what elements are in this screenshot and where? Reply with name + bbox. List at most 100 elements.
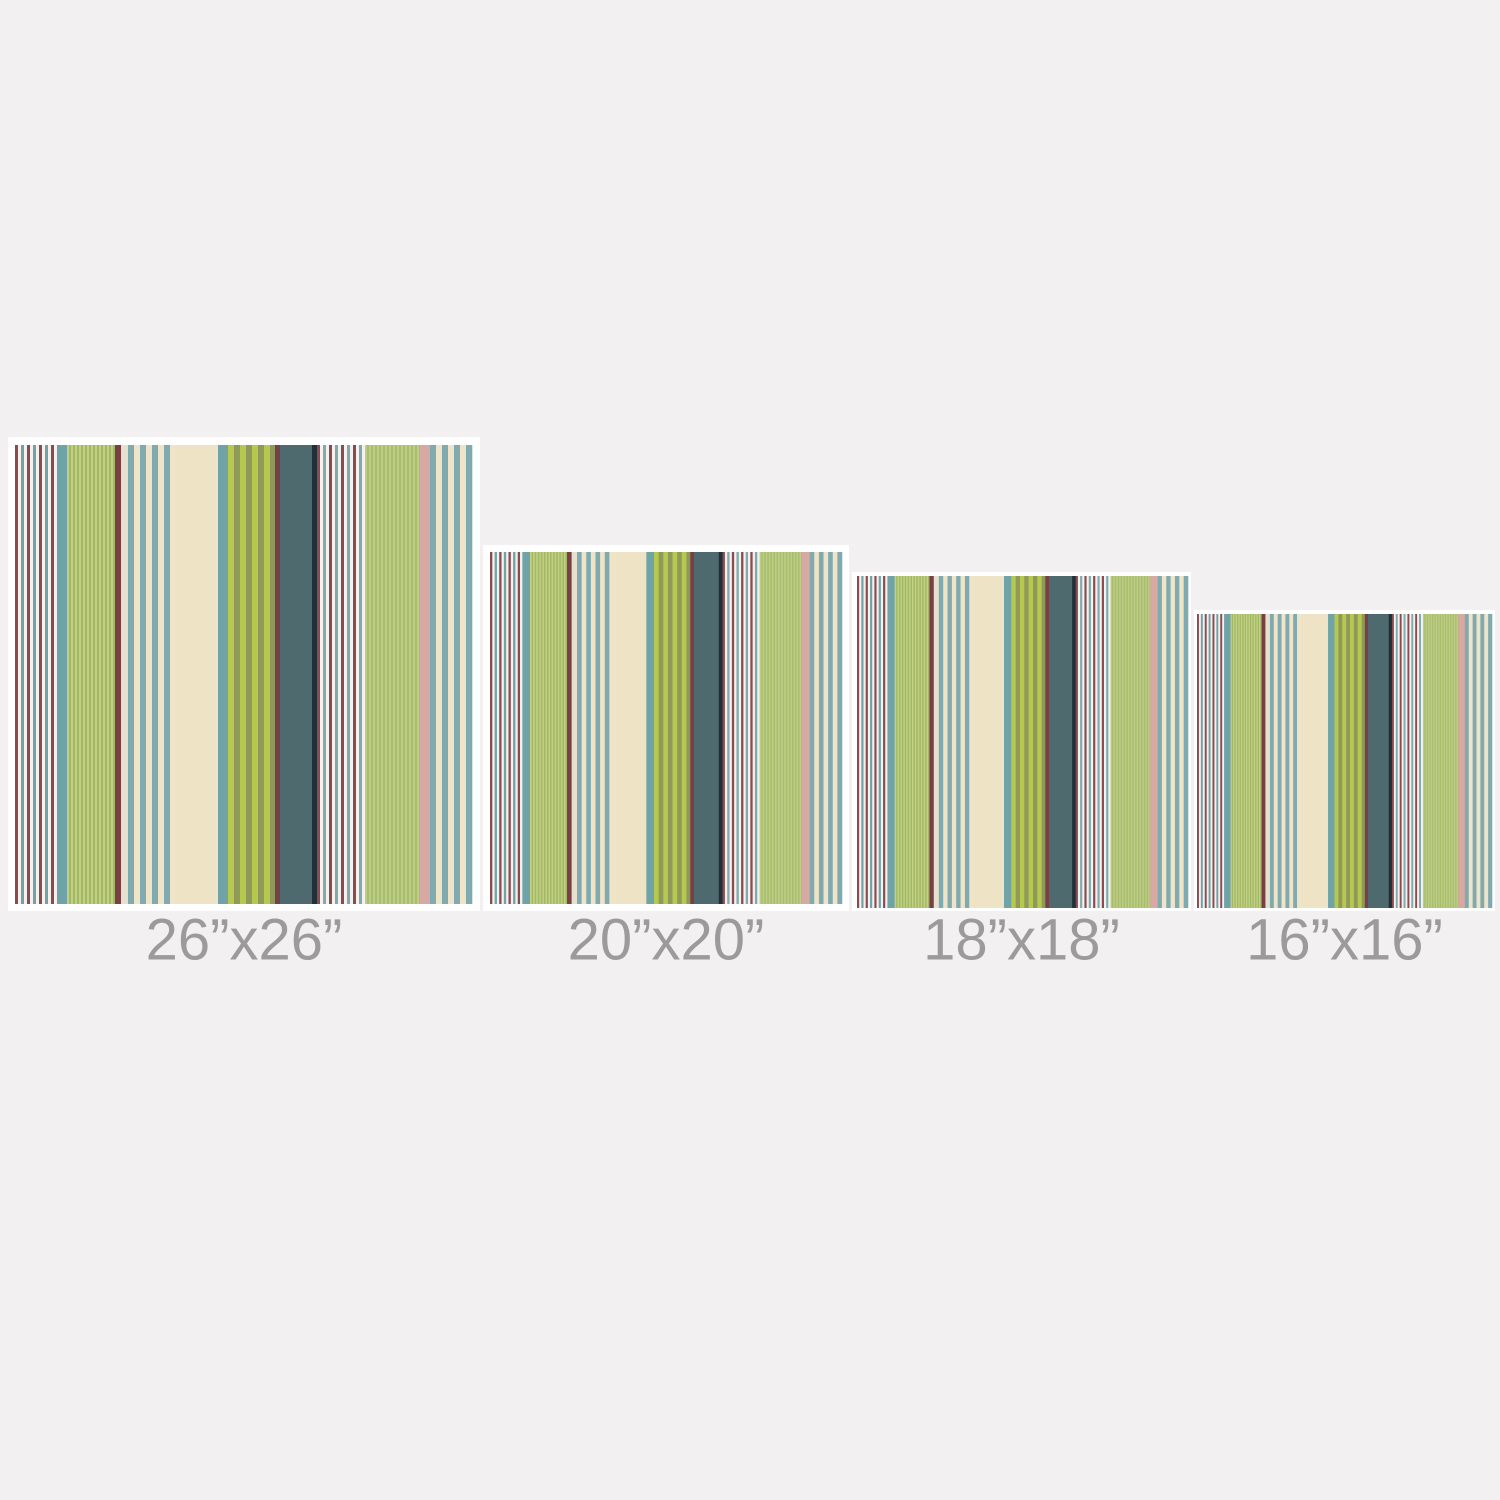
stripe (1084, 576, 1087, 908)
stripe (280, 445, 313, 904)
stripe (727, 552, 730, 904)
stripe (496, 552, 500, 904)
stripe (878, 576, 882, 908)
stripe (896, 576, 898, 908)
stripe (1077, 576, 1081, 908)
stripe (371, 445, 374, 904)
stripe (218, 445, 229, 904)
stripe (1397, 614, 1400, 908)
stripe (1265, 614, 1271, 908)
stripe (405, 445, 408, 904)
stripe (1048, 576, 1073, 908)
stripe (801, 552, 803, 904)
stripe (228, 445, 235, 904)
stripe (857, 576, 860, 908)
stripe (103, 445, 106, 904)
stripe (927, 576, 930, 908)
stripe (923, 576, 926, 908)
stripe (503, 552, 507, 904)
stripe (39, 445, 43, 904)
stripe (560, 552, 563, 904)
stripe (1420, 614, 1424, 908)
stripe (513, 552, 516, 904)
stripe (801, 552, 810, 904)
stripe (1212, 614, 1215, 908)
stripe (466, 445, 473, 904)
stripe (1484, 614, 1489, 908)
stripe (577, 552, 582, 904)
stripe (499, 552, 502, 904)
stripe (448, 445, 455, 904)
stripe (1220, 614, 1223, 908)
stripe (867, 576, 871, 908)
stripe (494, 552, 498, 904)
stripe (553, 552, 555, 904)
stripe (1255, 614, 1257, 908)
stripe (413, 445, 416, 904)
stripe (515, 552, 519, 904)
stripe (1409, 614, 1412, 908)
stripe (1334, 614, 1339, 908)
stripe (929, 576, 935, 908)
stripe (1246, 614, 1248, 908)
stripe (1411, 614, 1414, 908)
stripe (677, 552, 683, 904)
stripe (508, 552, 512, 904)
stripe (947, 576, 953, 908)
stripe (520, 552, 523, 904)
stripe (540, 552, 543, 904)
stripe (403, 445, 406, 904)
stripe (1086, 576, 1090, 908)
stripe (1357, 614, 1362, 908)
stripe (407, 445, 410, 904)
stripe (910, 576, 913, 908)
stripe (522, 552, 525, 904)
stripe (1210, 614, 1213, 908)
stripe (672, 552, 678, 904)
stripe (411, 445, 414, 904)
pillow-panel (483, 545, 849, 911)
stripe (536, 552, 539, 904)
stripe (904, 576, 907, 908)
stripe (543, 552, 546, 904)
stripe (1139, 576, 1142, 908)
stripe (1426, 614, 1429, 908)
stripe (909, 576, 911, 908)
stripe (1252, 614, 1255, 908)
stripe (690, 552, 695, 904)
stripe (759, 552, 762, 904)
stripe (764, 552, 767, 904)
stripe (379, 445, 382, 904)
stripe (943, 576, 948, 908)
stripe (1142, 576, 1145, 908)
stripe (369, 445, 372, 904)
size-label: 26”x26” (146, 907, 343, 972)
stripe (778, 552, 780, 904)
stripe (823, 552, 829, 904)
stripe (1247, 614, 1249, 908)
stripe (510, 552, 514, 904)
stripe (722, 552, 726, 904)
stripe (1480, 614, 1485, 908)
stripe (359, 445, 363, 904)
stripe (964, 576, 970, 908)
stripe (45, 445, 49, 904)
stripe (367, 445, 370, 904)
stripe (1428, 614, 1430, 908)
stripe (897, 576, 900, 908)
stripe (1111, 576, 1114, 908)
stripe (1183, 576, 1189, 908)
stripe (793, 552, 796, 904)
stripe (1361, 614, 1366, 908)
stripe (140, 445, 147, 904)
stripe (1075, 576, 1079, 908)
stripe (1174, 576, 1180, 908)
stripe (922, 576, 924, 908)
stripe (350, 445, 354, 904)
stripe (1231, 614, 1234, 908)
stripe (724, 552, 728, 904)
stripe (329, 445, 333, 904)
stripe (1450, 614, 1452, 908)
